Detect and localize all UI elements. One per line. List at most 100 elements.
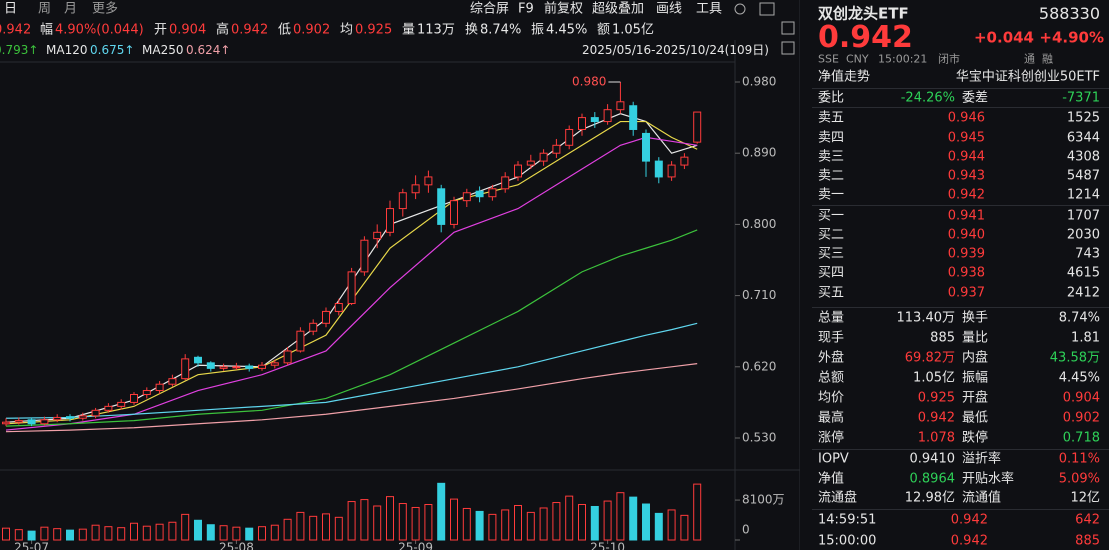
window-icon[interactable] — [781, 21, 795, 35]
divider — [812, 88, 1109, 89]
candle-body — [104, 405, 113, 411]
volume-bar — [565, 495, 574, 541]
volume-bar — [616, 492, 625, 541]
candle-body — [539, 152, 548, 162]
volume-bar — [654, 512, 663, 541]
volume-bar — [539, 507, 548, 541]
volume-bar — [693, 483, 702, 541]
book-label: 买一 — [818, 208, 845, 224]
chart: › 0.9800.8900.8000.7100.6200.5308100万025… — [0, 0, 800, 550]
volume-bar — [629, 496, 638, 541]
nav-value: 12亿 — [1070, 490, 1100, 506]
volume-bar — [91, 524, 100, 541]
volume-bar — [552, 502, 561, 541]
trade-volume: 885 — [1075, 533, 1100, 549]
meta-info: SSE — [818, 52, 839, 66]
divider — [812, 107, 1109, 108]
nav-label: IOPV — [818, 451, 849, 467]
ma-line — [5, 229, 698, 427]
book-volume: 2412 — [1066, 285, 1100, 301]
stat-value: 885 — [930, 330, 955, 346]
book-label: 买四 — [818, 265, 845, 281]
stat-value: 113.40万 — [896, 310, 956, 326]
candle-body — [565, 128, 574, 146]
candle-body — [616, 101, 625, 111]
x-tick-label: 25-10 — [590, 541, 625, 550]
nav-link[interactable]: 净值走势 — [818, 69, 871, 85]
volume-tick-label: 8100万 — [742, 493, 785, 507]
candle-body — [590, 117, 599, 123]
date-range: 2025/05/16-2025/10/24(109日) — [582, 43, 769, 57]
volume-bar — [603, 500, 612, 541]
window-icon[interactable] — [759, 2, 775, 16]
volume-bar — [117, 527, 126, 541]
tool-button[interactable]: 画线 — [656, 1, 683, 17]
volume-tick-label: 0 — [742, 523, 750, 537]
price-change: +0.044 — [973, 28, 1034, 47]
candle-body — [398, 192, 407, 210]
volume-bar — [347, 501, 356, 541]
tool-button[interactable]: 工具 — [696, 1, 723, 17]
quote-value: 113万 — [417, 22, 455, 38]
order-ratio-label: 委比 — [818, 90, 845, 106]
candle-body — [296, 330, 305, 352]
x-tick-label: 25-08 — [219, 541, 254, 550]
x-tick-label: 25-09 — [398, 541, 433, 550]
volume-bar — [66, 529, 74, 541]
stat-value: 0.904 — [1062, 390, 1100, 406]
stat-label: 均价 — [818, 390, 845, 406]
tool-button[interactable]: 前复权 — [544, 1, 584, 17]
volume-bar — [667, 509, 676, 541]
candle-body — [194, 356, 202, 364]
candle-body — [245, 365, 254, 369]
y-tick-label: 0.620 — [742, 359, 776, 373]
candle-body — [130, 393, 138, 403]
quote-label: 换 — [465, 22, 479, 38]
tool-button[interactable]: F9 — [518, 1, 534, 17]
candle-body — [309, 322, 318, 332]
book-price: 0.940 — [947, 227, 985, 243]
current-price: 0.942 — [818, 20, 913, 55]
candle-body — [501, 176, 510, 190]
volume-bar — [53, 528, 62, 541]
trade-time: 14:59:51 — [818, 512, 877, 528]
window-icon[interactable] — [781, 41, 795, 55]
candle-body — [14, 420, 23, 423]
nav-value: 0.11% — [1058, 451, 1100, 467]
tool-button[interactable]: 超级叠加 — [592, 1, 645, 17]
period-tab[interactable]: 月 — [64, 1, 78, 17]
volume-bar — [194, 519, 202, 541]
volume-bar — [27, 530, 36, 541]
quote-value: 4.45% — [546, 22, 588, 38]
security-name: 双创龙头ETF — [818, 4, 909, 23]
tool-button[interactable]: 综合屏 — [470, 1, 510, 17]
candle-body — [78, 415, 87, 419]
candle-body — [334, 303, 343, 312]
order-ratio-label: 委差 — [962, 90, 989, 106]
stat-label: 振幅 — [962, 370, 989, 386]
divider — [812, 307, 1109, 308]
candle-body — [475, 190, 484, 198]
book-volume: 5487 — [1066, 168, 1100, 184]
y-tick-label: 0.710 — [742, 288, 776, 302]
volume-bar — [155, 523, 164, 541]
stat-value: 8.74% — [1058, 310, 1100, 326]
volume-bar — [78, 528, 87, 541]
candle-body — [386, 208, 394, 233]
period-tab[interactable]: 日 — [4, 1, 18, 17]
book-label: 买五 — [818, 285, 845, 301]
volume-bar — [130, 522, 138, 541]
book-price: 0.942 — [947, 187, 985, 203]
period-tab[interactable]: 周 — [38, 1, 52, 17]
book-label: 卖四 — [818, 130, 845, 146]
stat-value: 43.58万 — [1049, 350, 1100, 366]
ma-line — [5, 136, 698, 431]
candle-body — [168, 378, 177, 385]
divider — [812, 205, 1109, 206]
candle-body — [552, 144, 561, 154]
settings-icon[interactable] — [734, 3, 746, 15]
ma-legend: 0.675↑ — [90, 43, 135, 57]
stat-value: 1.078 — [917, 430, 955, 446]
period-tab[interactable]: 更多 — [92, 1, 119, 17]
